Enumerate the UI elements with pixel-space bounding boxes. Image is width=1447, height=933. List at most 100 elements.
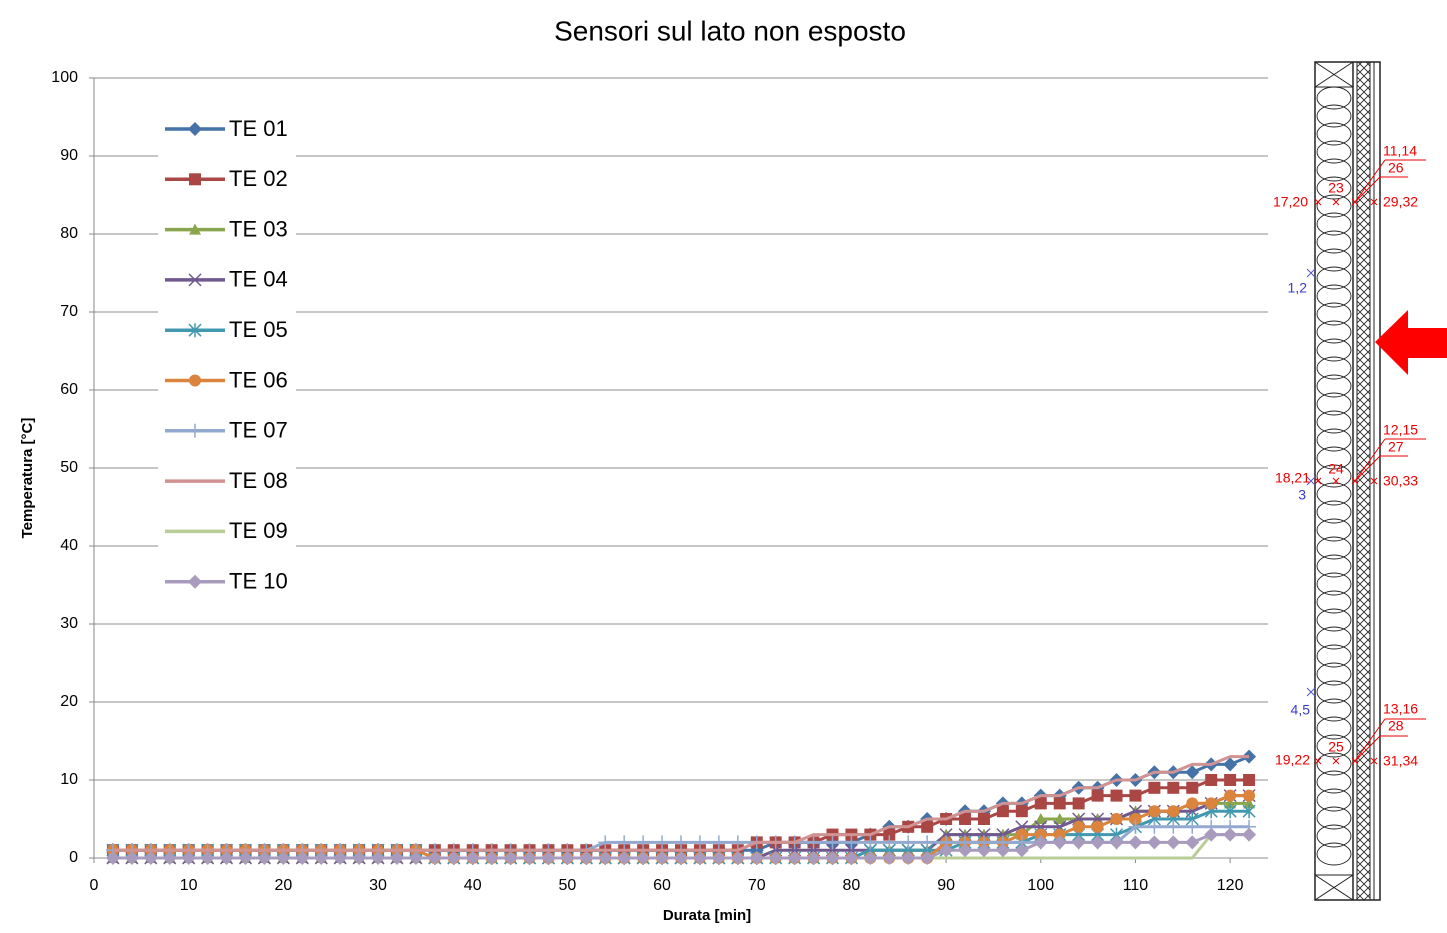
sensor-label: 4,5: [1291, 702, 1311, 718]
marker: [1053, 813, 1066, 824]
marker: [333, 851, 348, 865]
insulation-loop: [1316, 122, 1352, 146]
insulation-loop: [1316, 554, 1352, 578]
marker: [188, 574, 202, 589]
sensor-mark: [1332, 198, 1340, 206]
y-tick-label: 100: [51, 69, 78, 86]
legend-label: TE 03: [229, 216, 288, 241]
insulation-loop: [1316, 518, 1352, 542]
marker: [219, 851, 234, 865]
marker: [389, 851, 404, 865]
leader-line: [1354, 176, 1381, 203]
sensor-mark: [1314, 477, 1322, 485]
marker: [1205, 774, 1218, 786]
marker: [1167, 805, 1180, 818]
marker: [1090, 835, 1105, 850]
insulation-loop: [1316, 806, 1352, 830]
marker: [408, 851, 423, 865]
insulation-loop: [1316, 248, 1352, 272]
marker: [1052, 835, 1067, 850]
marker: [276, 851, 291, 865]
marker: [806, 851, 821, 865]
insulation-loop: [1316, 104, 1352, 128]
sensor-label: 11,14: [1383, 143, 1417, 159]
marker: [863, 851, 878, 865]
insulation-loop: [1316, 266, 1352, 290]
marker: [996, 805, 1009, 818]
marker: [541, 851, 556, 865]
sensor-label: 1,2: [1288, 280, 1308, 296]
y-tick-label: 90: [60, 147, 78, 164]
insulation-loop: [1316, 302, 1352, 326]
marker: [1243, 789, 1256, 802]
marker: [617, 835, 632, 850]
marker: [105, 851, 120, 865]
marker: [189, 223, 201, 235]
y-tick-label: 40: [60, 537, 78, 554]
marker: [1223, 804, 1237, 819]
x-tick-label: 120: [1217, 877, 1244, 894]
sensor-label: 31,34: [1383, 753, 1418, 769]
marker: [1242, 827, 1257, 842]
marker: [1128, 819, 1143, 834]
y-tick-label: 0: [69, 849, 78, 866]
x-tick-label: 10: [180, 877, 198, 894]
marker: [1185, 819, 1200, 834]
insulation-loop: [1316, 644, 1352, 668]
marker: [188, 273, 202, 287]
insulation-loop: [1316, 608, 1352, 632]
marker: [901, 851, 916, 865]
marker: [901, 835, 916, 850]
insulation-loop: [1316, 428, 1352, 452]
legend-label: TE 06: [229, 367, 288, 392]
x-tick-label: 60: [653, 877, 671, 894]
insulation-loop: [1316, 392, 1352, 416]
insulation-loop: [1316, 230, 1352, 254]
marker: [711, 851, 726, 865]
sensor-label: 29,32: [1383, 194, 1418, 210]
x-tick-label: 0: [90, 877, 99, 894]
marker: [920, 835, 935, 850]
legend-label: TE 07: [229, 418, 288, 443]
sensor-mark: [1306, 268, 1316, 278]
marker: [939, 843, 954, 858]
x-tick-label: 70: [748, 877, 766, 894]
y-tick-label: 70: [60, 303, 78, 320]
marker: [977, 813, 990, 825]
y-tick-label: 30: [60, 615, 78, 632]
sensor-label: 30,33: [1383, 473, 1418, 489]
marker: [1205, 797, 1218, 810]
marker: [692, 835, 707, 850]
marker: [1129, 789, 1142, 802]
sensor-mark: [1306, 476, 1316, 486]
marker: [295, 851, 310, 865]
marker: [883, 828, 896, 841]
sensor-label: 26: [1388, 160, 1404, 176]
sensor-label: 3: [1298, 487, 1306, 503]
series-line: [112, 755, 1250, 852]
marker: [1166, 835, 1181, 850]
marker: [579, 851, 594, 865]
leader-line: [1354, 735, 1381, 762]
x-tick-label: 90: [937, 877, 955, 894]
insulation-loop: [1316, 662, 1352, 686]
marker: [465, 851, 480, 865]
marker: [882, 835, 897, 850]
marker: [768, 851, 783, 865]
marker: [692, 851, 707, 865]
marker: [560, 851, 575, 865]
y-axis-title: Temperatura [°C]: [19, 418, 36, 539]
marker: [1243, 774, 1256, 786]
leader-line: [1354, 455, 1381, 482]
marker: [1186, 797, 1199, 810]
legend-label: TE 08: [229, 468, 288, 493]
y-tick-label: 20: [60, 693, 78, 710]
plot: 0 10 20 30 40 50 60 70 80 90 100 0 10 20 30 40 50 60 70 80 9…: [51, 69, 1268, 894]
marker: [1204, 827, 1219, 842]
marker: [188, 423, 202, 438]
marker: [1034, 828, 1047, 841]
marker: [124, 851, 139, 865]
insulation-loop: [1316, 338, 1352, 362]
sensor-label: 18,21: [1275, 470, 1310, 486]
insulation-loop: [1316, 626, 1352, 650]
